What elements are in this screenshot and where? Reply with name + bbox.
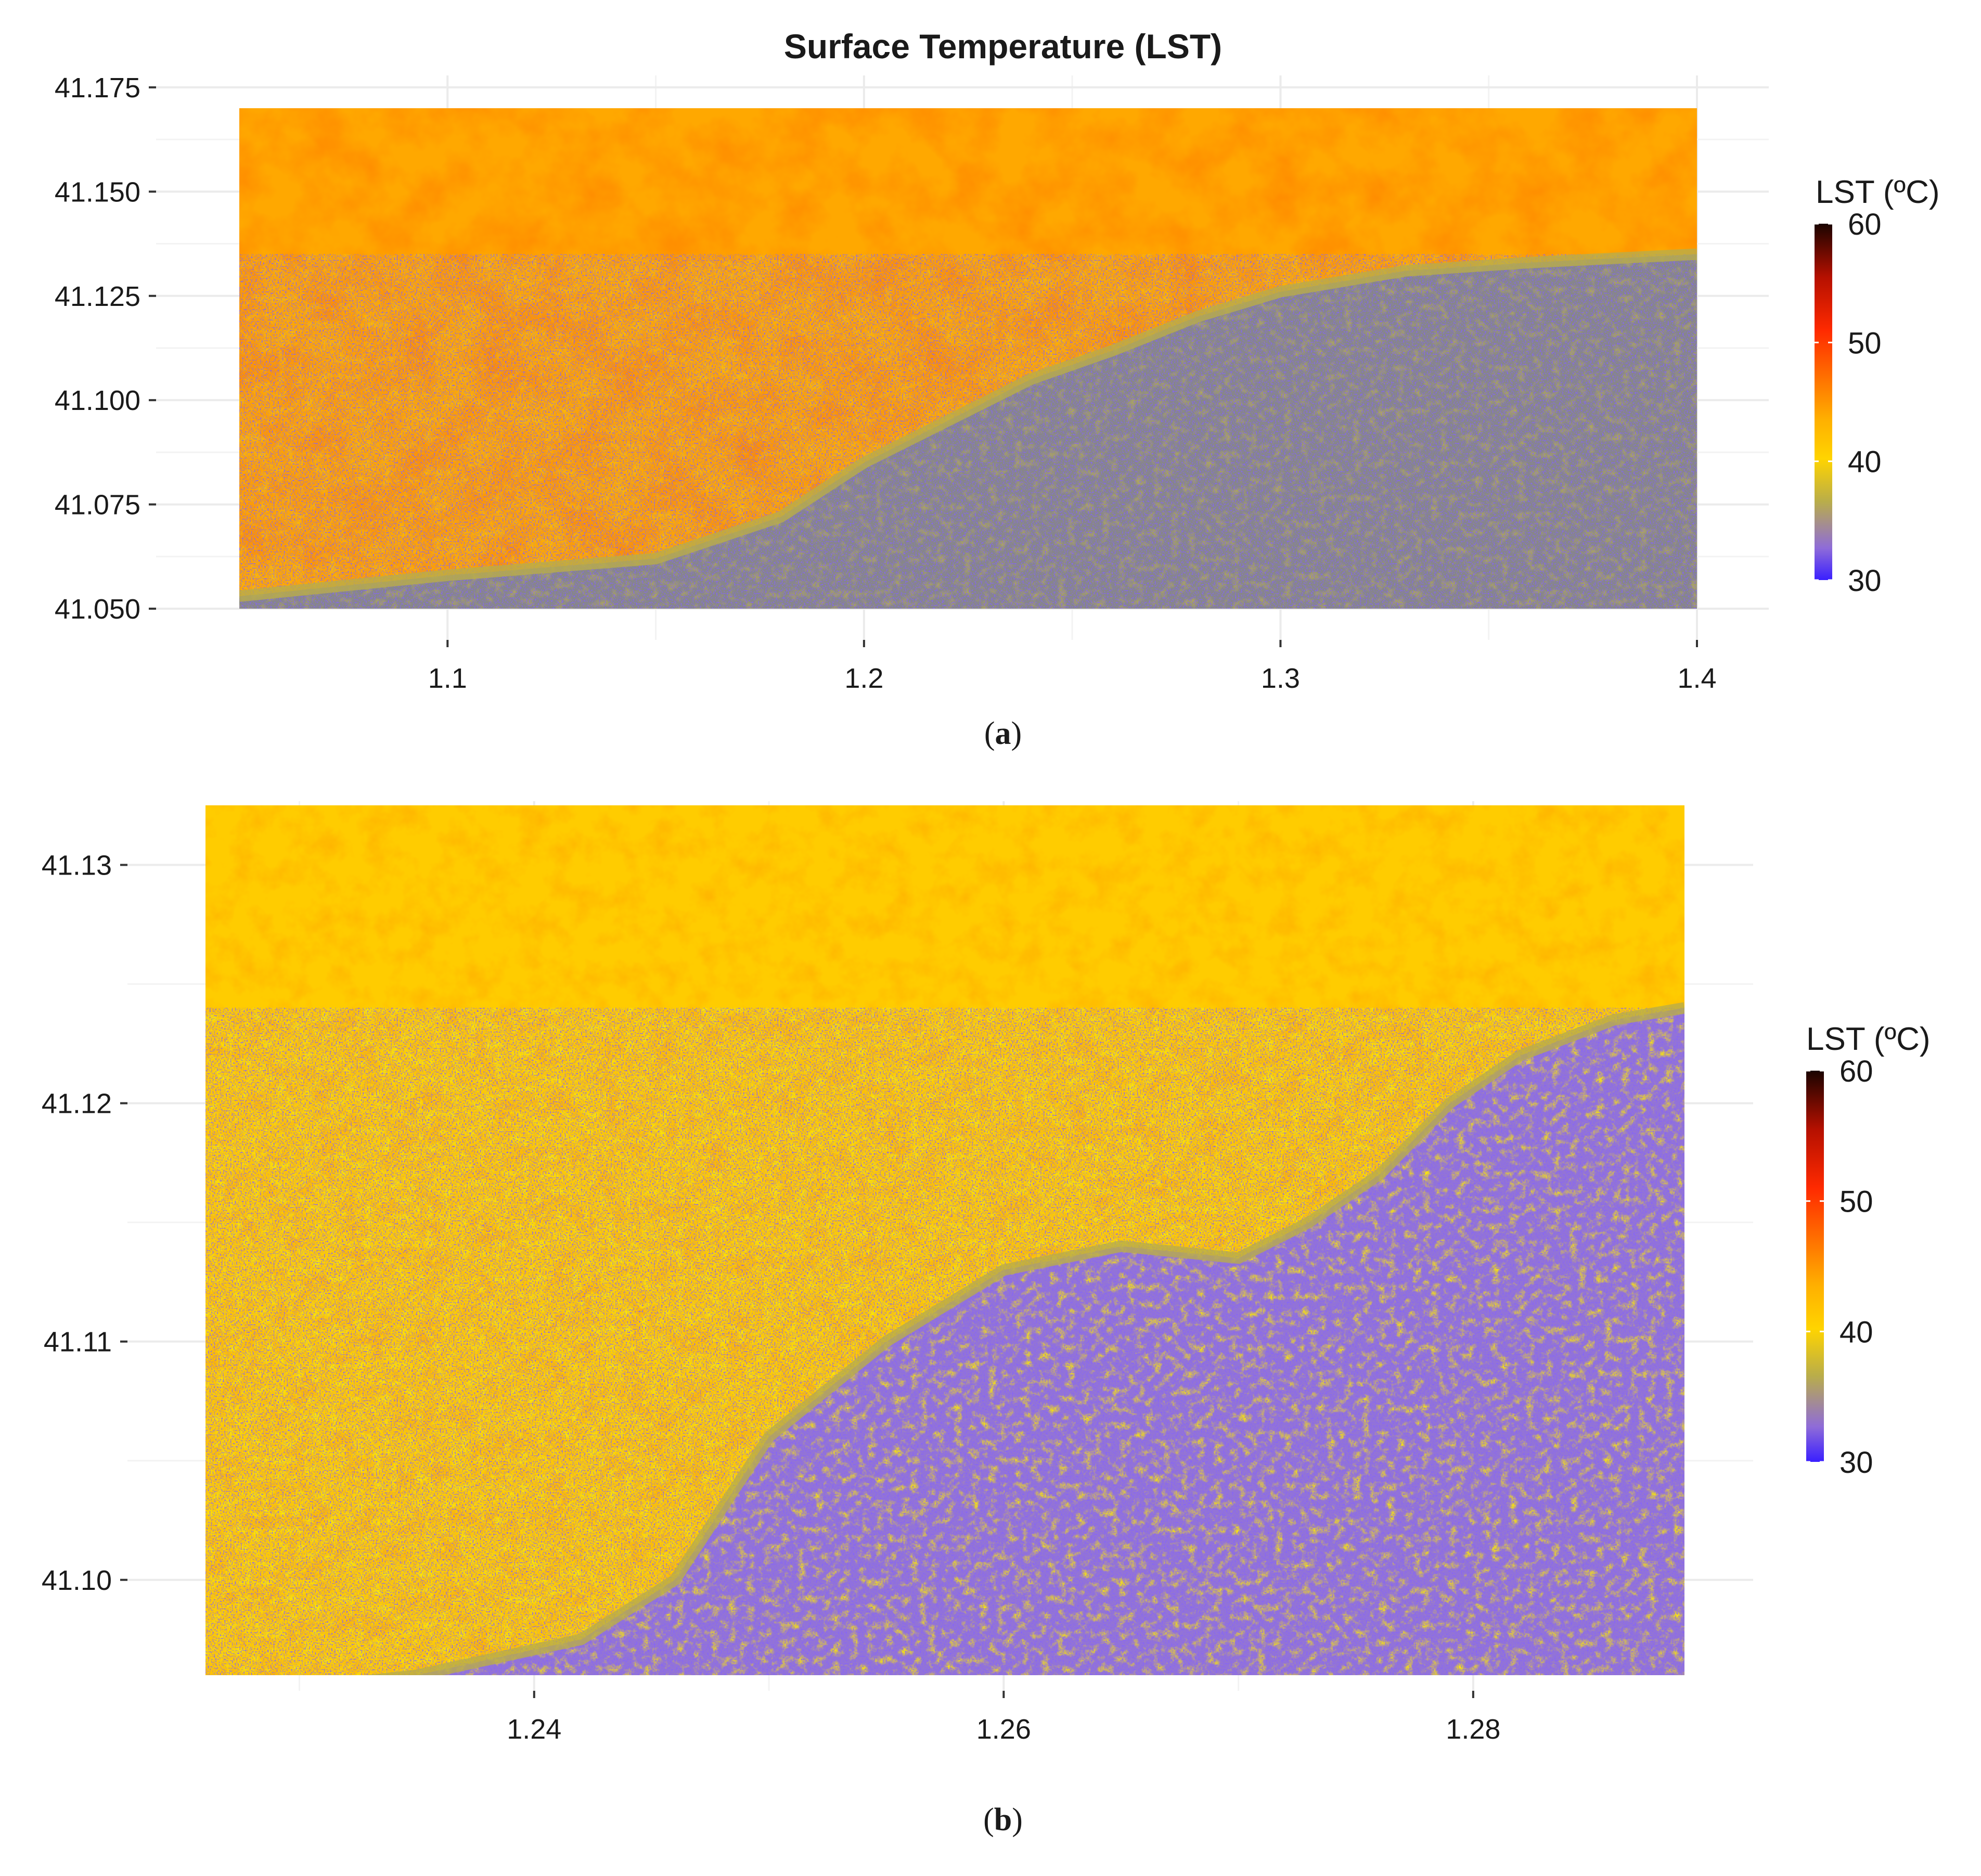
legend-tick-label: 60 xyxy=(1840,1055,1873,1088)
chart-title: Surface Temperature (LST) xyxy=(784,27,1222,66)
legend-a: LST (ºC) 30 40 50 60 xyxy=(1815,174,1940,598)
y-tick-label: 41.12 xyxy=(42,1088,112,1120)
legend-tick-label: 60 xyxy=(1848,208,1882,241)
raster-layers xyxy=(234,108,1702,614)
x-tick-label: 1.1 xyxy=(428,663,467,694)
x-tick-label: 1.26 xyxy=(976,1714,1031,1745)
heatmap-raster-a xyxy=(234,108,1702,614)
legend-tick-label: 50 xyxy=(1840,1185,1873,1219)
y-tick-label: 41.13 xyxy=(42,850,112,881)
raster-layers xyxy=(200,805,1690,1699)
panel-label-b: (b) xyxy=(983,1802,1023,1838)
y-tick-label: 41.050 xyxy=(55,594,140,625)
panel-label-letter: b xyxy=(994,1802,1012,1838)
legend-title: LST (ºC) xyxy=(1816,174,1940,210)
x-axis-a: 1.1 1.2 1.3 1.4 xyxy=(428,640,1717,694)
legend-colorbar xyxy=(1806,1071,1824,1462)
legend-title: LST (ºC) xyxy=(1806,1021,1931,1057)
y-tick-label: 41.11 xyxy=(44,1327,112,1358)
x-axis-b: 1.24 1.26 1.28 xyxy=(507,1691,1500,1745)
y-tick-label: 41.100 xyxy=(55,385,140,416)
y-axis-a: 41.050 41.075 41.100 41.125 41.150 41.175 xyxy=(55,72,156,625)
panel-label-paren: ( xyxy=(983,1802,994,1838)
x-tick-label: 1.4 xyxy=(1677,663,1716,694)
legend-tick-label: 40 xyxy=(1840,1315,1873,1349)
legend-b: LST (ºC) 30 40 50 60 xyxy=(1806,1021,1931,1480)
y-tick-label: 41.10 xyxy=(42,1565,112,1596)
legend-tick-label: 30 xyxy=(1848,564,1882,598)
panel-a: 1.1 1.2 1.3 1.4 41.05041.07541.10041.12541.… xyxy=(55,72,1940,751)
heatmap-raster-b xyxy=(200,805,1690,1699)
legend-tick-label: 30 xyxy=(1840,1446,1873,1480)
x-tick-label: 1.2 xyxy=(844,663,883,694)
panel-label-a: (a) xyxy=(984,716,1022,751)
panel-b: 1.24 1.26 1.28 41.10 41.11 41.12 41.13 LST (º… xyxy=(42,801,1931,1838)
y-axis-b: 41.10 41.11 41.12 41.13 xyxy=(42,850,127,1596)
x-tick-label: 1.3 xyxy=(1261,663,1300,694)
panel-label-paren: ) xyxy=(1011,716,1022,751)
x-tick-label: 1.28 xyxy=(1446,1714,1500,1745)
legend-tick-label: 50 xyxy=(1848,326,1882,360)
y-tick-label: 41.075 xyxy=(55,490,140,521)
y-tick-label: 41.150 xyxy=(55,176,140,208)
y-tick-label: 41.125 xyxy=(55,281,140,312)
x-tick-label: 1.24 xyxy=(507,1714,561,1745)
panel-label-letter: a xyxy=(995,716,1011,751)
legend-colorbar xyxy=(1815,224,1832,580)
legend-tick-label: 40 xyxy=(1848,445,1882,479)
y-tick-label: 41.175 xyxy=(55,72,140,104)
panel-label-paren: ) xyxy=(1012,1802,1023,1838)
panel-label-paren: ( xyxy=(984,716,995,751)
